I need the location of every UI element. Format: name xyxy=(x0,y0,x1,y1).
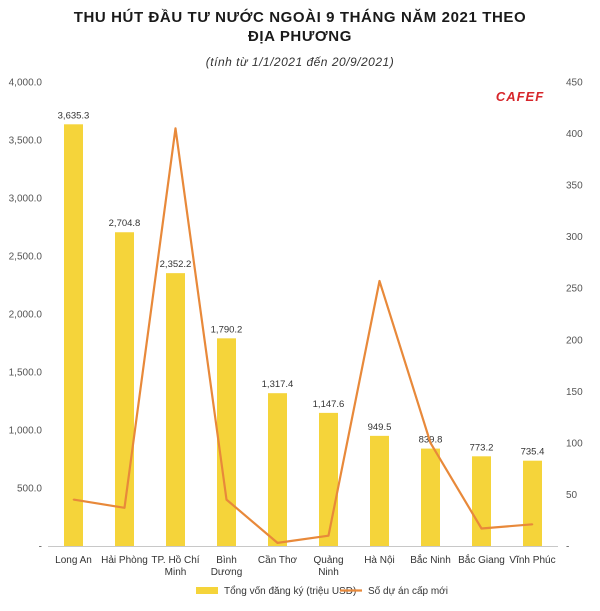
bar-data-label: 949.5 xyxy=(368,422,392,433)
bar xyxy=(370,435,389,546)
legend: Tổng vốn đăng ký (triệu USD) Số dự án cấp… xyxy=(196,585,448,597)
category-label: Long An xyxy=(55,555,92,566)
bar-data-label: 1,790.2 xyxy=(211,324,243,335)
bar-data-label: 1,147.6 xyxy=(313,399,345,410)
chart-title-line-2: ĐỊA PHƯƠNG xyxy=(248,28,352,45)
right-axis-tick-label: 50 xyxy=(566,490,578,501)
left-axis-tick-label: 1,500.0 xyxy=(9,368,43,379)
category-label: Vĩnh Phúc xyxy=(509,555,555,566)
category-label: Hà Nội xyxy=(364,555,395,566)
line-point xyxy=(429,442,432,444)
line-series-path xyxy=(73,127,533,545)
line-point xyxy=(72,498,75,501)
right-axis-tick-label: 450 xyxy=(566,78,583,89)
bar xyxy=(217,338,236,546)
line-point xyxy=(225,498,228,501)
legend-label-bar: Tổng vốn đăng ký (triệu USD) xyxy=(224,585,356,597)
category-label: TP. Hồ Chí xyxy=(151,554,199,566)
bar xyxy=(421,448,440,546)
bar xyxy=(268,393,287,546)
left-axis-tick-label: 4,000.0 xyxy=(9,78,43,89)
right-axis: - 50 100 150 200 250 300 350 400 450 xyxy=(566,78,583,553)
left-axis-tick-label: 2,000.0 xyxy=(9,310,43,321)
line-series xyxy=(72,127,534,545)
left-axis-tick-label: - xyxy=(39,542,42,553)
right-axis-tick-label: 150 xyxy=(566,387,583,398)
chart-subtitle: (tính từ 1/1/2021 đến 20/9/2021) xyxy=(206,55,394,69)
bar-series xyxy=(64,124,542,546)
line-point xyxy=(276,542,279,544)
legend-label-line: Số dự án cấp mới xyxy=(368,585,448,597)
category-label: Bắc Ninh xyxy=(410,553,451,566)
bar xyxy=(115,232,134,546)
bar xyxy=(166,273,185,546)
bar-data-label: 735.4 xyxy=(521,447,545,458)
category-label: Hải Phòng xyxy=(101,555,148,566)
bar xyxy=(523,460,542,546)
category-label: Minh xyxy=(165,567,187,578)
right-axis-tick-label: 300 xyxy=(566,232,583,243)
right-axis-tick-label: - xyxy=(566,542,569,553)
bar-data-label: 2,352.2 xyxy=(160,259,192,270)
bar-data-label: 3,635.3 xyxy=(58,110,90,121)
category-label: Bắc Giang xyxy=(458,553,505,566)
left-axis-tick-label: 3,000.0 xyxy=(9,194,43,205)
right-axis-tick-label: 250 xyxy=(566,284,583,295)
left-axis: - 500.0 1,000.0 1,500.0 2,000.0 2,500.0 3,000.… xyxy=(9,78,43,553)
category-label: Quảng xyxy=(313,555,343,566)
bar-data-label: 773.2 xyxy=(470,442,494,453)
bar xyxy=(472,456,491,546)
bar xyxy=(64,124,83,546)
bar-data-label: 1,317.4 xyxy=(262,379,294,390)
line-point xyxy=(327,534,330,537)
left-axis-tick-label: 500.0 xyxy=(17,484,42,495)
line-point xyxy=(480,527,483,530)
bar xyxy=(319,412,338,546)
right-axis-tick-label: 400 xyxy=(566,129,583,140)
line-point xyxy=(123,507,126,509)
left-axis-tick-label: 1,000.0 xyxy=(9,426,43,437)
cafef-logo: CAFEF xyxy=(496,89,544,104)
category-label: Cần Thơ xyxy=(258,554,298,566)
right-axis-tick-label: 350 xyxy=(566,181,583,192)
category-label: Ninh xyxy=(318,567,339,578)
category-label: Dương xyxy=(211,567,243,578)
chart-title-line-1: THU HÚT ĐẦU TƯ NƯỚC NGOÀI 9 THÁNG NĂM 20… xyxy=(74,8,527,26)
legend-swatch-bar xyxy=(196,587,218,594)
right-axis-tick-label: 100 xyxy=(566,438,583,449)
line-point xyxy=(531,523,534,526)
line-point xyxy=(174,127,177,130)
category-label: Bình xyxy=(216,555,237,566)
left-axis-tick-label: 2,500.0 xyxy=(9,252,43,263)
left-axis-tick-label: 3,500.0 xyxy=(9,136,43,147)
bar-data-label: 2,704.8 xyxy=(109,218,141,229)
line-point xyxy=(378,280,381,282)
right-axis-tick-label: 200 xyxy=(566,335,583,346)
